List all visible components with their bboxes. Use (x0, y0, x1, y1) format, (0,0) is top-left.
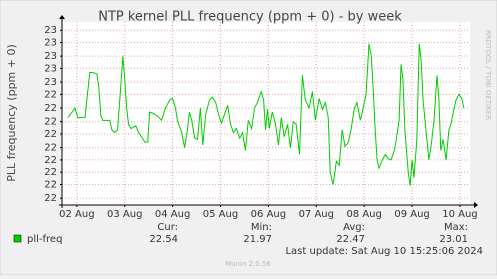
y-tick-label: 23 (44, 37, 57, 48)
legend-label: pll-freq (27, 234, 62, 245)
footer: Munin 2.0.56 (225, 260, 271, 268)
series-line (67, 43, 465, 186)
x-tick-label: 06 Aug (251, 209, 286, 220)
side-text: RRDTOOL / TOBI OETIKER (484, 30, 492, 120)
y-tick-label: 23 (44, 77, 57, 88)
chart-title: NTP kernel PLL frequency (ppm + 0) - by … (98, 10, 402, 25)
legend-max: 23.01 (439, 234, 468, 245)
legend-min-label: Min: (251, 222, 272, 233)
x-axis-arrow (474, 202, 478, 208)
y-tick-label: 23 (44, 25, 57, 36)
legend-min: 21.97 (243, 234, 272, 245)
legend-avg-label: Avg: (343, 222, 365, 233)
legend-avg: 22.47 (336, 234, 365, 245)
y-tick-label: 22 (44, 180, 57, 191)
y-axis-arrow (59, 15, 65, 19)
legend-max-label: Max: (444, 222, 468, 233)
x-tick-label: 09 Aug (394, 209, 429, 220)
y-tick-label: 22 (44, 167, 57, 178)
y-tick-label: 23 (44, 51, 57, 62)
y-tick-label: 22 (44, 193, 57, 204)
y-tick-label: 22 (44, 143, 57, 154)
x-tick-label: 05 Aug (203, 209, 238, 220)
legend-cur: 22.54 (149, 234, 178, 245)
y-tick-label: 22 (44, 117, 57, 128)
y-tick-label: 23 (44, 63, 57, 74)
x-tick-label: 07 Aug (299, 209, 334, 220)
plot-area (62, 22, 470, 205)
x-tick-label: 10 Aug (442, 209, 477, 220)
y-tick-label: 22 (44, 89, 57, 100)
x-tick-label: 03 Aug (107, 209, 142, 220)
y-tick-label: 22 (44, 155, 57, 166)
x-tick-label: 08 Aug (346, 209, 381, 220)
legend-swatch (13, 234, 22, 243)
x-tick-label: 02 Aug (59, 209, 94, 220)
y-axis-label: PLL frequency (ppm + 0) (5, 44, 18, 182)
y-tick-label: 22 (44, 129, 57, 140)
x-tick-label: 04 Aug (155, 209, 190, 220)
legend-cur-label: Cur: (157, 222, 178, 233)
last-update: Last update: Sat Aug 10 15:25:06 2024 (285, 246, 483, 257)
y-tick-label: 22 (44, 103, 57, 114)
